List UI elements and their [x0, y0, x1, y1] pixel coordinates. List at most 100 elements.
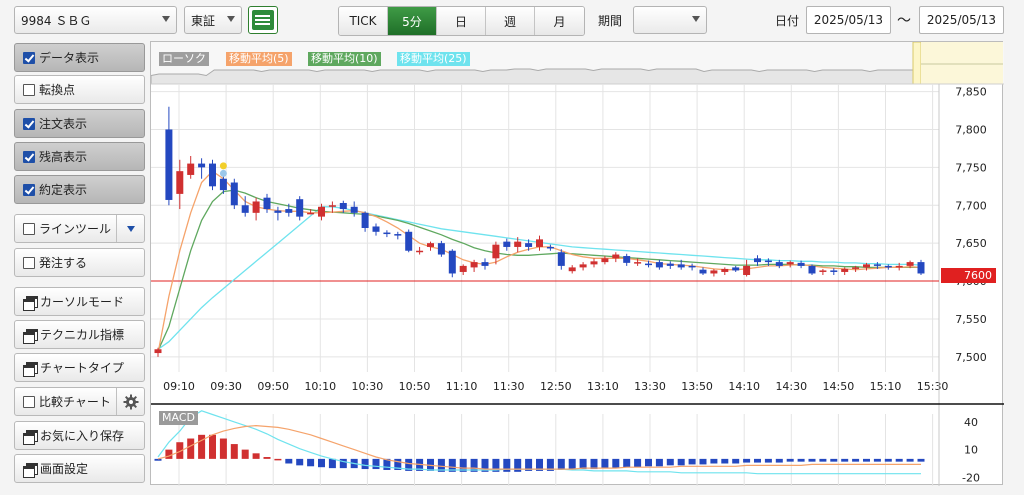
candle-body — [165, 129, 173, 200]
list-view-button[interactable] — [248, 6, 278, 34]
time-tick-label: 13:50 — [681, 380, 713, 393]
macd-histogram-bar — [645, 458, 652, 467]
ma5-line — [157, 170, 922, 354]
sidebar-item-label: テクニカル指標 — [40, 328, 125, 342]
sidebar-item-save-favorite[interactable]: お気に入り保存 — [14, 421, 145, 450]
time-tick-label: 11:10 — [446, 380, 478, 393]
candle-body — [732, 267, 740, 271]
macd-histogram-bar — [634, 458, 642, 468]
candle-body — [198, 163, 206, 168]
candle-body — [536, 239, 543, 247]
candle-body — [492, 244, 500, 259]
current-price-label: 7600 — [941, 268, 996, 283]
macd-histogram-bar — [895, 458, 903, 462]
price-tick-label: 7,800 — [955, 123, 987, 136]
price-tick-label: 7,750 — [955, 161, 987, 174]
sidebar-item-turning-point[interactable]: 転換点 — [14, 75, 145, 104]
candle-body — [318, 206, 325, 217]
date-from-input[interactable]: 2025/05/13 — [806, 6, 891, 34]
sidebar-item-screen-settings[interactable]: 画面設定 — [14, 454, 145, 483]
checkbox-icon — [23, 256, 35, 269]
candle-body — [623, 256, 631, 263]
price-chart[interactable]: 7,8507,8007,7507,7007,6507,6007,5507,500… — [151, 42, 1004, 486]
checkbox-icon — [23, 222, 35, 235]
candle-body — [427, 243, 434, 247]
macd-histogram-bar — [536, 458, 543, 471]
candle-body — [274, 210, 282, 213]
candle-body — [775, 262, 783, 266]
sidebar-item-label: 画面設定 — [40, 462, 89, 476]
candle-body — [710, 270, 718, 274]
sidebar-item-data-display[interactable]: データ表示 — [14, 43, 145, 72]
candle-body — [895, 265, 903, 268]
time-tick-label: 11:30 — [493, 380, 525, 393]
candle-body — [852, 267, 860, 269]
sidebar-item-technical-indicators[interactable]: テクニカル指標 — [14, 320, 145, 349]
time-tick-label: 10:10 — [304, 380, 336, 393]
macd-histogram-bar — [198, 434, 206, 459]
candle-body — [841, 268, 849, 272]
candle-body — [176, 171, 184, 194]
interval-week[interactable]: 週 — [486, 7, 535, 35]
interval-5min[interactable]: 5分 — [388, 7, 437, 35]
sidebar-item-label: 比較チャート — [39, 395, 111, 409]
sidebar-item-label: 約定表示 — [39, 183, 88, 197]
macd-histogram-bar — [557, 458, 565, 470]
interval-day[interactable]: 日 — [437, 7, 486, 35]
sidebar-item-order-display[interactable]: 注文表示 — [14, 109, 145, 138]
ma10-line — [157, 189, 921, 352]
sidebar-item-label: チャートタイプ — [40, 361, 124, 375]
macd-histogram-bar — [655, 458, 663, 467]
sidebar-item-balance-display[interactable]: 残高表示 — [14, 142, 145, 171]
macd-histogram-bar — [394, 458, 402, 470]
candle-body — [612, 254, 620, 259]
navigator-handle — [912, 42, 922, 85]
macd-tick-label: 40 — [964, 416, 978, 429]
macd-histogram-bar — [437, 458, 445, 472]
macd-histogram-bar — [503, 458, 511, 472]
sidebar-item-cursor-mode[interactable]: カーソルモード — [14, 287, 145, 316]
macd-histogram-bar — [470, 458, 478, 472]
macd-histogram-bar — [209, 434, 216, 459]
candle-body — [372, 226, 380, 232]
macd-tick-label: 10 — [964, 444, 978, 457]
line-tool-dropdown-button[interactable] — [116, 215, 144, 242]
candle-body — [721, 268, 729, 272]
stock-select[interactable]: 9984 ＳＢＧ — [14, 6, 177, 34]
market-select[interactable]: 東証 — [184, 6, 242, 34]
compare-settings-button[interactable] — [116, 388, 144, 415]
candle-body — [187, 163, 195, 175]
candle-body — [263, 197, 271, 210]
sidebar-item-place-order[interactable]: 発注する — [14, 248, 145, 277]
sidebar-item-compare-chart[interactable]: 比較チャート — [14, 387, 145, 416]
period-select[interactable] — [633, 6, 707, 34]
time-tick-label: 13:10 — [587, 380, 619, 393]
macd-histogram-bar — [623, 458, 631, 468]
candle-body — [754, 258, 761, 263]
candle-body — [503, 241, 511, 247]
checkbox-checked-icon — [23, 117, 35, 130]
chevron-down-icon — [692, 16, 700, 22]
date-to-input[interactable]: 2025/05/13 — [919, 6, 1004, 34]
candle-body — [296, 199, 304, 217]
candle-body — [459, 265, 467, 272]
interval-month[interactable]: 月 — [535, 7, 584, 35]
candle-body — [394, 234, 402, 236]
legend-ma25: 移動平均(25) — [397, 52, 470, 66]
price-tick-label: 7,700 — [955, 199, 987, 212]
candle-body — [808, 265, 816, 274]
sidebar-item-execution-display[interactable]: 約定表示 — [14, 175, 145, 204]
checkbox-icon — [23, 395, 35, 408]
interval-tick[interactable]: TICK — [339, 7, 388, 35]
window-icon — [23, 361, 38, 377]
macd-histogram-bar — [884, 458, 892, 462]
macd-histogram-bar — [863, 458, 870, 462]
sidebar-item-line-tool[interactable]: ラインツール — [14, 214, 145, 243]
price-tick-label: 7,500 — [955, 351, 987, 364]
macd-histogram-bar — [568, 458, 576, 470]
ma25-line — [157, 206, 922, 350]
time-tick-label: 09:30 — [210, 380, 242, 393]
chart-panel[interactable]: 7,8507,8007,7507,7007,6507,6007,5507,500… — [150, 41, 1004, 486]
macd-histogram-bar — [666, 458, 674, 466]
sidebar-item-chart-type[interactable]: チャートタイプ — [14, 353, 145, 382]
